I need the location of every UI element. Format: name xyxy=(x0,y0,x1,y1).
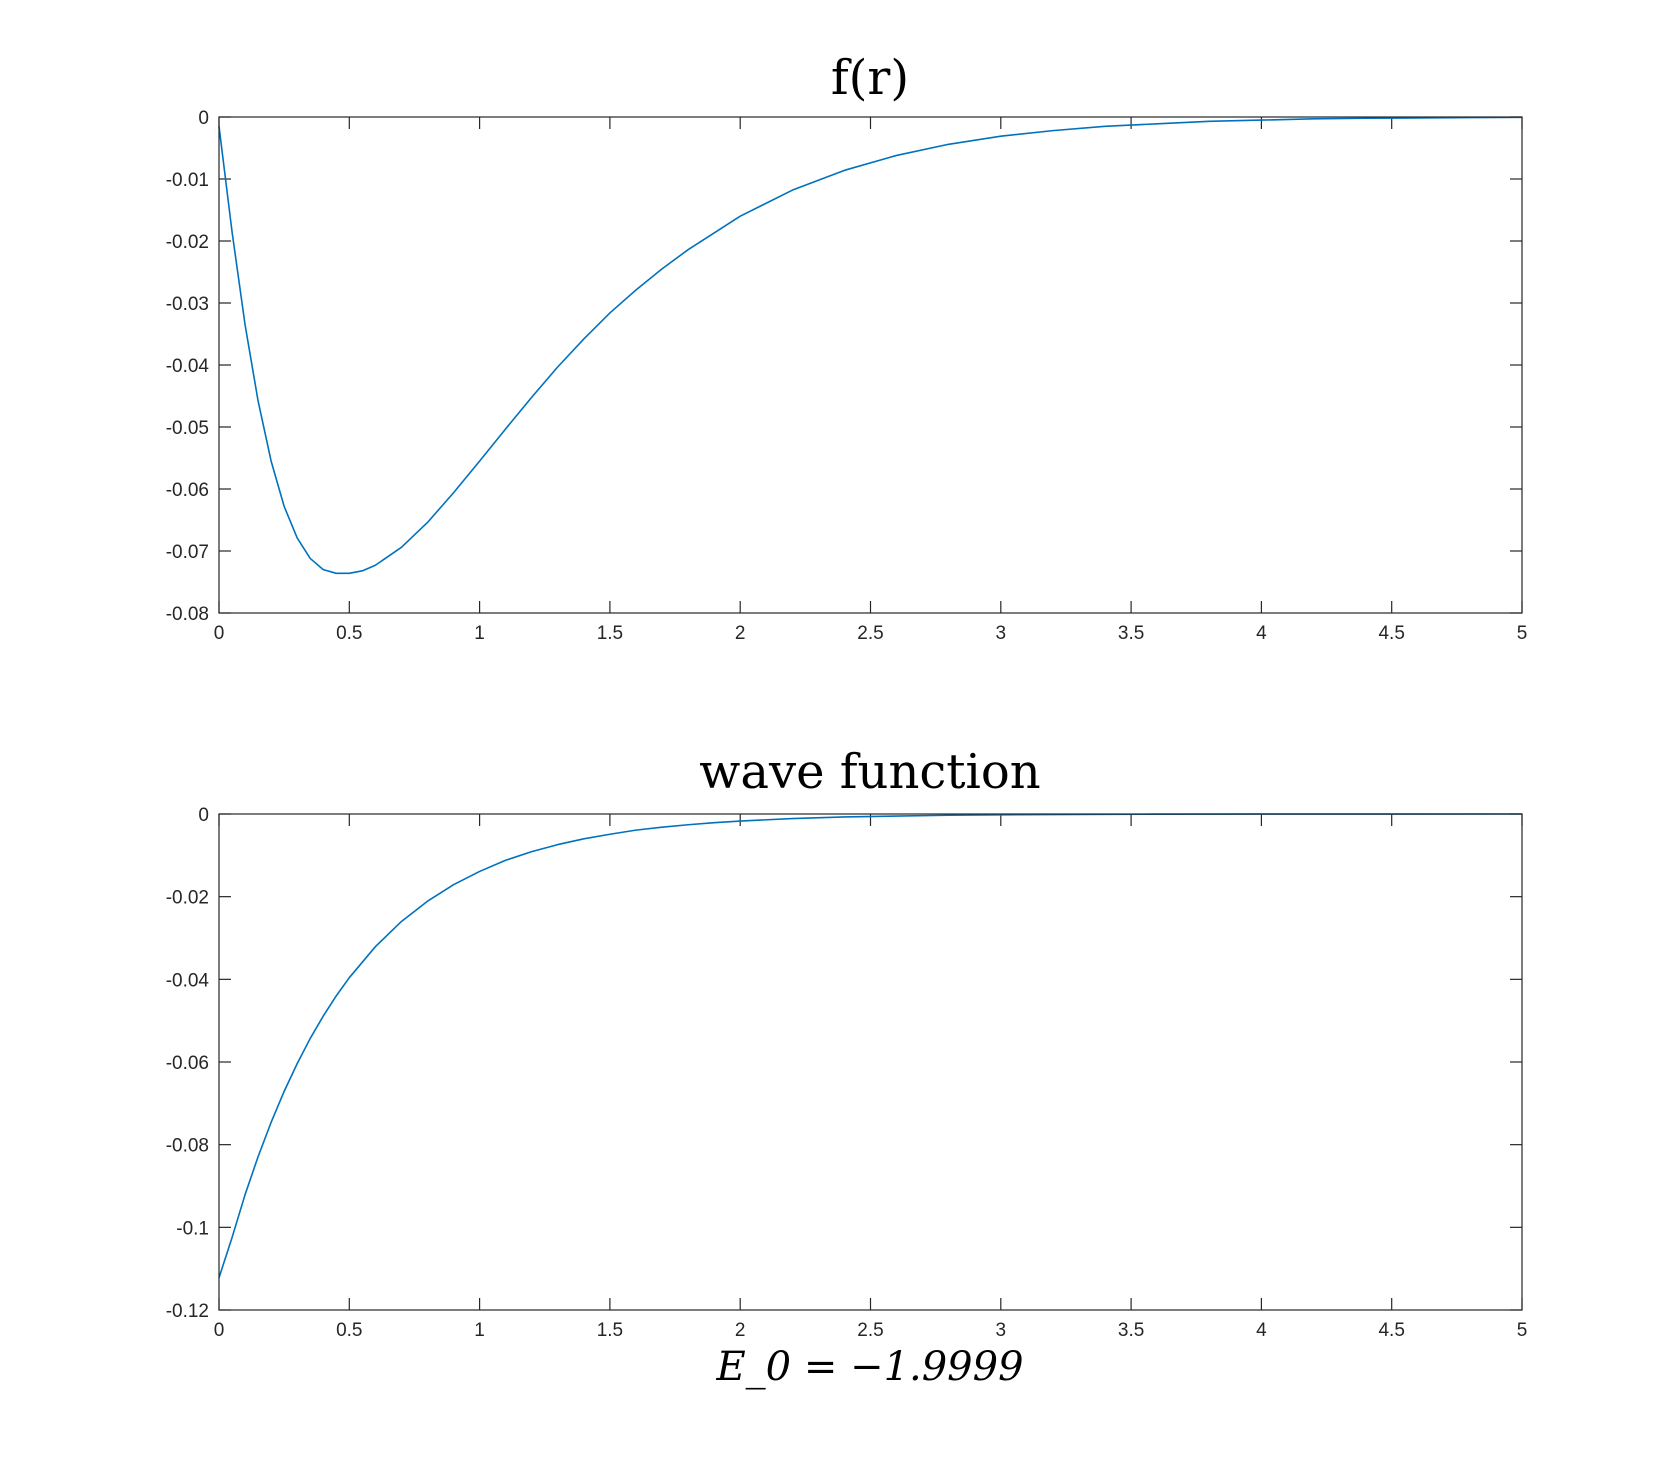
plot-area-frame xyxy=(218,116,1523,614)
series-group xyxy=(218,813,1523,1279)
series-line xyxy=(218,116,1523,575)
x-tick-label: 2.5 xyxy=(857,1320,883,1341)
x-tick-label: 1.5 xyxy=(597,623,623,644)
x-tick-label: 2.5 xyxy=(857,623,883,644)
series-line xyxy=(218,813,1523,1279)
x-tick-label: 4.5 xyxy=(1378,1320,1404,1341)
series-group xyxy=(218,116,1523,575)
x-tick-label: 0 xyxy=(214,623,225,644)
y-tick-label: -0.01 xyxy=(166,170,209,191)
x-tick-label: 4 xyxy=(1256,623,1267,644)
y-tick-label: -0.06 xyxy=(166,1053,209,1074)
x-tick-label: 4 xyxy=(1256,1320,1267,1341)
x-tick-labels: 0 0.5 1 1.5 2 2.5 3 3.5 4 4.5 5 xyxy=(214,623,1528,644)
x-tick-label: 2 xyxy=(735,1320,746,1341)
x-tick-label: 5 xyxy=(1517,623,1528,644)
plot-area-frame xyxy=(218,813,1523,1311)
x-tick-label: 3 xyxy=(996,1320,1007,1341)
x-tick-label: 0.5 xyxy=(336,623,362,644)
y-tick-label: -0.08 xyxy=(166,604,209,625)
y-tick-label: -0.04 xyxy=(166,356,210,377)
y-tick-labels: 0 -0.01 -0.02 -0.03 -0.04 -0.05 -0.06 -0.07 -0.0… xyxy=(166,108,210,625)
tick-marks xyxy=(218,116,1523,614)
y-tick-label: -0.12 xyxy=(166,1301,209,1322)
y-tick-label: -0.05 xyxy=(166,418,209,439)
y-tick-label: -0.1 xyxy=(176,1218,209,1239)
x-tick-label: 5 xyxy=(1517,1320,1528,1341)
chart-wave-function: wave function 0 0.5 1 1.5 2 2.5 3 3.5 4 4.5 5 0-0.… xyxy=(166,744,1528,1390)
chart-title: f(r) xyxy=(831,50,909,106)
x-tick-label: 1.5 xyxy=(597,1320,623,1341)
y-tick-label: 0 xyxy=(198,108,209,129)
x-tick-labels: 0 0.5 1 1.5 2 2.5 3 3.5 4 4.5 5 xyxy=(214,1320,1528,1341)
x-tick-label: 1 xyxy=(474,1320,485,1341)
x-tick-label: 3 xyxy=(996,623,1007,644)
x-tick-label: 0.5 xyxy=(336,1320,362,1341)
x-tick-label: 1 xyxy=(474,623,485,644)
x-tick-label: 4.5 xyxy=(1378,623,1404,644)
y-tick-labels: 0 -0.02 -0.04 -0.06 -0.08 -0.1 -0.12 xyxy=(166,805,210,1322)
chart-title: wave function xyxy=(699,744,1040,800)
y-tick-label: -0.06 xyxy=(166,480,209,501)
x-tick-label: 3.5 xyxy=(1118,623,1144,644)
tick-marks xyxy=(218,813,1523,1311)
y-tick-label: 0 xyxy=(198,805,209,826)
y-tick-label: -0.03 xyxy=(166,294,209,315)
chart-f-of-r: f(r) 0 0.5 1 1.5 2 2.5 3 3.5 4 4.5 5 0 -0.01 -0.02 -0… xyxy=(166,50,1528,644)
x-tick-label: 3.5 xyxy=(1118,1320,1144,1341)
x-axis-label: E_0 = −1.9999 xyxy=(715,1344,1023,1390)
y-tick-label: -0.07 xyxy=(166,542,209,563)
y-tick-label: -0.02 xyxy=(166,232,209,253)
y-tick-label: -0.02 xyxy=(166,888,209,909)
y-tick-label: -0.08 xyxy=(166,1136,209,1157)
x-tick-label: 2 xyxy=(735,623,746,644)
y-tick-label: -0.04 xyxy=(166,970,210,991)
x-tick-label: 0 xyxy=(214,1320,225,1341)
